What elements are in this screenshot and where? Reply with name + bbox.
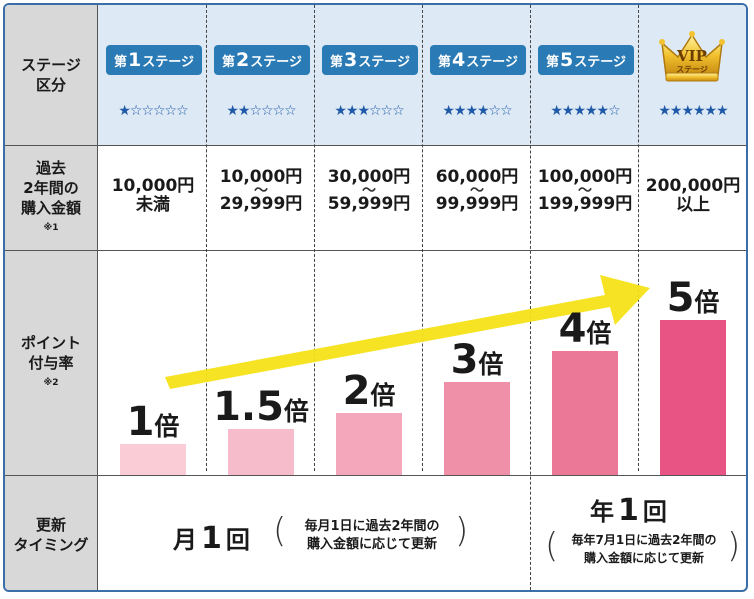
vip-rate-bar (660, 320, 726, 475)
row-divider (5, 475, 746, 476)
stage-2-stars: ★★☆☆☆☆ (226, 103, 296, 119)
row-label-points: ポイント 付与率 ※2 (20, 333, 81, 388)
stage-4-badge: 第 4 ステージ (430, 45, 526, 75)
stage-row-bg (5, 5, 746, 145)
row-divider (5, 145, 746, 146)
stage-1-stars: ★☆☆☆☆☆ (118, 103, 188, 119)
stage-3-rate-bar (336, 413, 402, 475)
stage-4-stars: ★★★★☆☆ (442, 103, 512, 119)
stage-2-badge: 第 2 ステージ (214, 45, 310, 75)
stage-4-amount: 60,000円〜 99,999円 (435, 167, 519, 214)
stage-4-rate-bar (444, 382, 510, 475)
stage-2-amount: 10,000円〜 29,999円 (219, 167, 303, 214)
col-divider (530, 5, 531, 590)
col-divider (422, 5, 423, 471)
vip-stars: ★★★★★★ (658, 103, 728, 119)
stage-1-badge: 第 1 ステージ (106, 45, 202, 75)
growth-arrow-icon (165, 275, 650, 389)
row-label-stage: ステージ 区分 (21, 56, 81, 94)
stage-2-multiplier: 1.5倍 (213, 383, 309, 430)
paren-close: ) (455, 511, 469, 551)
paren-open: ( (545, 526, 559, 566)
stage-3-badge: 第 3 ステージ (322, 45, 418, 75)
yearly-renewal-note: 毎年7月1日に過去2年間の 購入金額に応じて更新 (571, 533, 717, 565)
col-divider (97, 5, 98, 590)
paren-open: ( (273, 511, 287, 551)
row-label-amount: 過去 2年間の 購入金額 ※1 (20, 158, 81, 233)
stage-1-amount: 10,000円 未満 (111, 176, 195, 215)
stage-5-rate-bar (552, 351, 618, 475)
stage-1-multiplier: 1倍 (126, 399, 180, 445)
vip-amount: 200,000円 以上 (645, 176, 741, 215)
stage-5-amount: 100,000円〜 199,999円 (537, 167, 633, 214)
stage-2-rate-bar (228, 428, 294, 475)
monthly-renewal-note: 毎月1日に過去2年間の 購入金額に応じて更新 (304, 519, 440, 552)
stage-5-stars: ★★★★★☆ (550, 103, 620, 119)
row-label-renewal: 更新 タイミング (13, 515, 89, 554)
paren-close: ) (727, 526, 741, 566)
stage-3-amount: 30,000円〜 59,999円 (327, 167, 411, 214)
stage-5-multiplier: 4倍 (558, 306, 612, 352)
col-divider (314, 5, 315, 471)
col-divider (206, 5, 207, 471)
label-column-bg (5, 5, 97, 590)
row-divider (5, 250, 746, 251)
vip-multiplier: 5倍 (666, 275, 720, 321)
stage-1-rate-bar (120, 444, 186, 475)
vip-crown-icon: VIP ステージ (658, 29, 726, 85)
stage-5-badge: 第 5 ステージ (538, 45, 634, 75)
stage-table: ステージ 区分 過去 2年間の 購入金額 ※1 ポイント 付与率 ※2 更新 タイミ… (3, 3, 748, 592)
stage-3-multiplier: 2倍 (342, 368, 396, 414)
stage-4-multiplier: 3倍 (450, 337, 504, 383)
col-divider (638, 5, 639, 471)
stage-3-stars: ★★★☆☆☆ (334, 103, 404, 119)
